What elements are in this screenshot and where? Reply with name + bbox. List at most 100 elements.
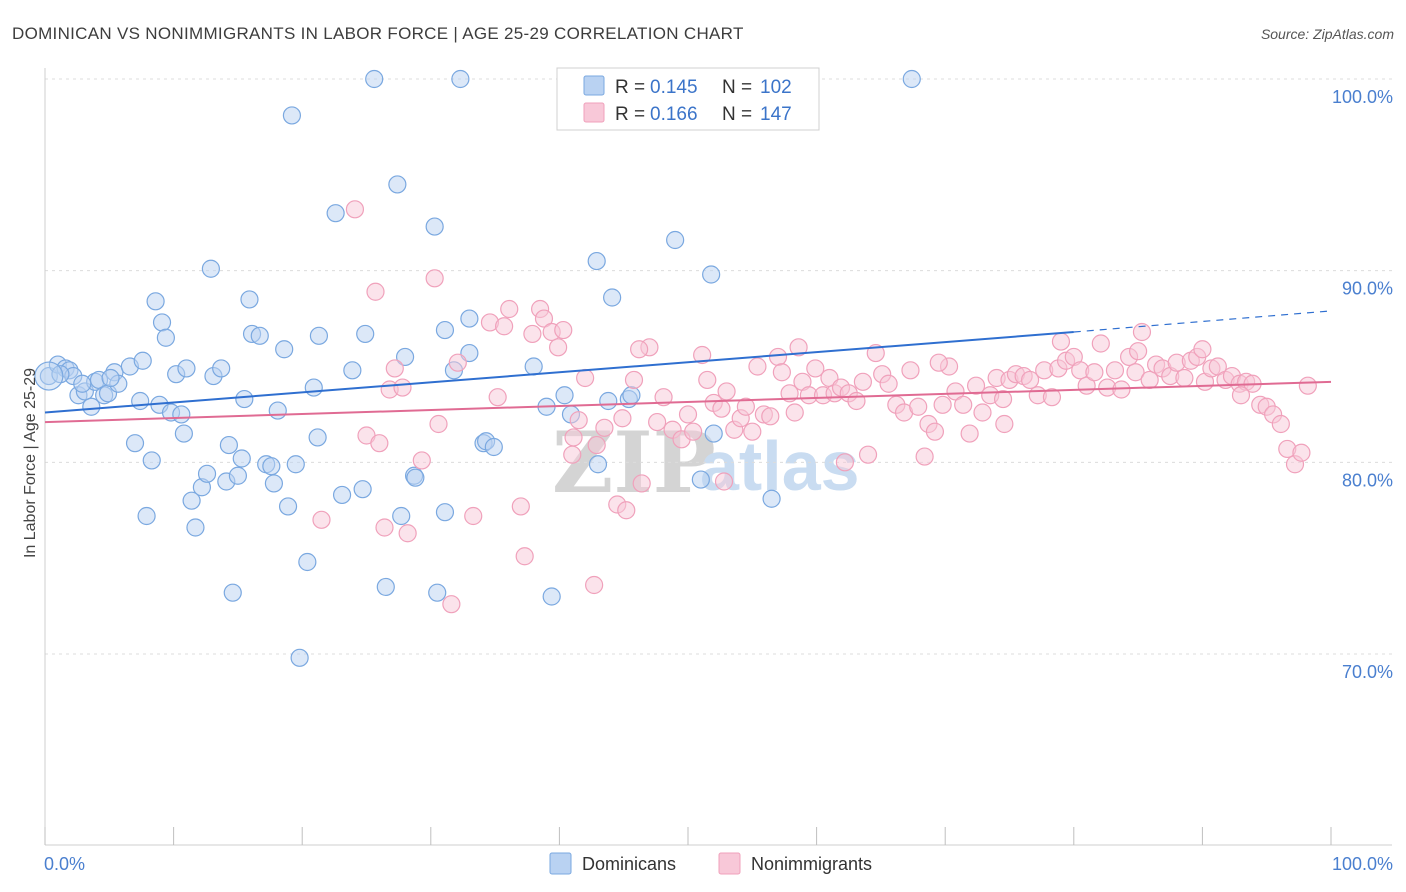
x-tick-label-1: 100.0% xyxy=(1332,854,1393,874)
point-nonimmigrants-92 xyxy=(993,389,1013,409)
legend-n-label-dominicans: N = xyxy=(722,77,752,98)
point-dominicans-33 xyxy=(201,259,220,278)
point-nonimmigrants-40 xyxy=(648,412,667,432)
point-nonimmigrants-138 xyxy=(630,340,649,359)
point-dominicans-30 xyxy=(186,518,205,537)
point-dominicans-59 xyxy=(332,485,352,505)
point-nonimmigrants-147 xyxy=(1231,386,1251,405)
point-nonimmigrants-22 xyxy=(523,324,542,344)
point-dominicans-22 xyxy=(152,313,172,332)
point-dominicans-94 xyxy=(702,265,721,284)
trend-line-extension-dominicans xyxy=(1073,310,1332,333)
point-nonimmigrants-38 xyxy=(632,474,651,493)
point-dominicans-96 xyxy=(762,489,781,508)
point-nonimmigrants-135 xyxy=(1292,443,1311,462)
point-nonimmigrants-78 xyxy=(901,361,920,380)
point-nonimmigrants-146 xyxy=(1193,340,1212,359)
point-dominicans-99 xyxy=(73,374,92,393)
point-nonimmigrants-55 xyxy=(748,357,767,376)
point-nonimmigrants-82 xyxy=(925,422,945,441)
point-nonimmigrants-45 xyxy=(684,422,703,441)
point-nonimmigrants-17 xyxy=(488,388,507,407)
y-tick-label-1: 90.0% xyxy=(1342,279,1393,299)
point-nonimmigrants-8 xyxy=(393,378,412,397)
point-nonimmigrants-75 xyxy=(879,374,898,393)
point-nonimmigrants-9 xyxy=(398,524,417,543)
point-dominicans-48 xyxy=(268,401,287,420)
point-nonimmigrants-37 xyxy=(624,370,644,390)
point-nonimmigrants-21 xyxy=(515,547,534,566)
point-nonimmigrants-72 xyxy=(858,445,878,464)
point-dominicans-65 xyxy=(388,175,407,194)
point-nonimmigrants-139 xyxy=(714,472,734,491)
point-nonimmigrants-85 xyxy=(946,382,965,401)
point-dominicans-81 xyxy=(524,357,543,376)
point-dominicans-53 xyxy=(290,648,309,667)
point-dominicans-23 xyxy=(156,328,175,347)
bottom-legend-label-nonimmigrants: Nonimmigrants xyxy=(751,854,872,874)
point-nonimmigrants-50 xyxy=(717,382,736,401)
point-nonimmigrants-83 xyxy=(933,395,952,414)
point-dominicans-91 xyxy=(622,386,641,405)
point-dominicans-54 xyxy=(298,552,317,572)
point-nonimmigrants-112 xyxy=(1132,322,1152,342)
point-nonimmigrants-7 xyxy=(385,359,404,378)
point-nonimmigrants-96 xyxy=(1020,370,1040,390)
legend-r-label-nonimmigrants: R = xyxy=(615,104,645,125)
chart-source: Source: ZipAtlas.com xyxy=(1261,26,1394,42)
point-nonimmigrants-11 xyxy=(425,269,444,288)
point-nonimmigrants-12 xyxy=(429,414,448,434)
point-dominicans-64 xyxy=(376,577,395,597)
point-dominicans-87 xyxy=(588,455,608,474)
point-nonimmigrants-80 xyxy=(915,447,934,466)
watermark-atlas: atlas xyxy=(700,427,860,505)
point-nonimmigrants-86 xyxy=(954,395,973,414)
point-nonimmigrants-73 xyxy=(866,343,885,363)
point-nonimmigrants-123 xyxy=(1208,357,1227,376)
point-nonimmigrants-111 xyxy=(1126,363,1145,382)
point-nonimmigrants-20 xyxy=(511,497,530,516)
point-dominicans-52 xyxy=(286,455,305,474)
point-dominicans-70 xyxy=(425,217,444,236)
series-nonimmigrants xyxy=(312,200,1317,614)
point-nonimmigrants-141 xyxy=(835,453,854,472)
trend-line-nonimmigrants xyxy=(44,380,1332,424)
point-dominicans-89 xyxy=(603,288,622,307)
trend-line-dominicans xyxy=(44,331,1074,414)
point-nonimmigrants-64 xyxy=(806,359,825,378)
legend-n-value-nonimmigrants: 147 xyxy=(760,104,792,125)
point-dominicans-40 xyxy=(232,449,251,468)
point-nonimmigrants-136 xyxy=(1298,376,1317,395)
legend-n-label-nonimmigrants: N = xyxy=(722,104,752,125)
point-nonimmigrants-28 xyxy=(564,428,583,447)
point-dominicans-58 xyxy=(326,204,345,223)
point-nonimmigrants-10 xyxy=(412,451,431,470)
point-nonimmigrants-32 xyxy=(587,435,606,455)
point-dominicans-92 xyxy=(666,230,685,250)
point-nonimmigrants-15 xyxy=(464,506,483,526)
point-nonimmigrants-18 xyxy=(495,317,514,336)
point-nonimmigrants-4 xyxy=(370,434,389,453)
point-dominicans-80 xyxy=(484,437,503,457)
point-nonimmigrants-70 xyxy=(847,391,866,411)
point-nonimmigrants-41 xyxy=(654,388,673,407)
point-dominicans-61 xyxy=(353,480,372,499)
legend-swatch-nonimmigrants xyxy=(583,102,605,123)
point-nonimmigrants-44 xyxy=(678,405,698,424)
point-nonimmigrants-89 xyxy=(973,403,992,422)
point-nonimmigrants-118 xyxy=(1175,368,1194,388)
point-dominicans-44 xyxy=(250,326,269,345)
point-nonimmigrants-87 xyxy=(960,424,979,443)
point-nonimmigrants-108 xyxy=(1105,361,1125,380)
point-nonimmigrants-14 xyxy=(448,353,467,372)
point-dominicans-20 xyxy=(146,292,165,311)
point-nonimmigrants-54 xyxy=(743,422,762,441)
point-nonimmigrants-137 xyxy=(563,445,582,464)
y-tick-label-3: 70.0% xyxy=(1342,662,1393,682)
point-dominicans-93 xyxy=(691,470,710,489)
point-dominicans-76 xyxy=(460,309,479,328)
point-dominicans-28 xyxy=(177,359,196,378)
point-nonimmigrants-132 xyxy=(1271,414,1290,434)
point-dominicans-75 xyxy=(451,69,470,89)
